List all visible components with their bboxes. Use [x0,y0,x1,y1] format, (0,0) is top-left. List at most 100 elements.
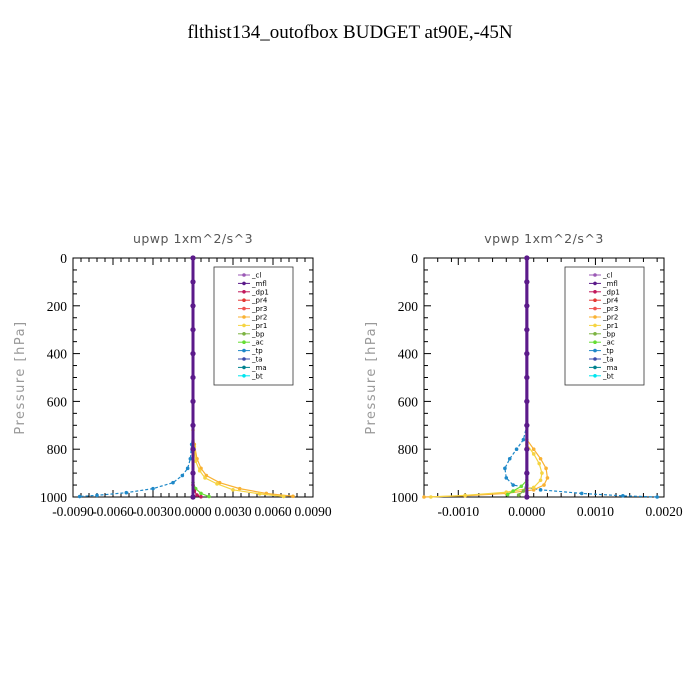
data-point [190,446,196,452]
legend-label: _pr4 [251,297,268,305]
legend-swatch-marker [242,340,246,345]
legend-swatch-marker [593,340,597,345]
data-point [151,486,155,491]
legend-swatch-marker [593,315,597,319]
legend-box [564,266,645,386]
data-point [257,492,262,496]
data-point [524,303,530,309]
legend-label: _pr3 [602,305,618,313]
legend-swatch-marker [593,298,597,303]
data-point [540,471,544,475]
legend-label: _ac [602,339,615,347]
data-point [524,470,530,476]
series-line [423,439,549,498]
data-point [180,473,185,478]
data-point [524,422,530,428]
legend-swatch-marker [242,365,246,370]
x-tick-label: 0.0020 [645,504,682,519]
data-point [199,494,203,499]
x-tick-label: -0.0090 [52,504,94,519]
y-tick-label: 0 [60,251,67,266]
data-point [207,494,211,499]
x-tick-label: 0.0000 [174,504,211,519]
series-line [430,444,543,498]
data-point [190,255,196,261]
data-point [524,398,530,404]
data-point [511,489,515,493]
legend-label: _bp [251,330,265,338]
series-line [192,425,294,497]
data-point [190,351,196,357]
data-point [190,422,196,428]
data-point [538,456,543,461]
legend-label: _ma [251,364,267,372]
data-point [579,491,584,496]
legend-swatch-marker [242,273,246,277]
legend-swatch-marker [242,298,246,303]
data-point [531,452,536,456]
data-point [524,374,530,381]
data-point [538,478,543,483]
data-point [524,446,530,452]
data-point [621,494,625,498]
series-mfl [524,255,530,500]
legend-swatch-marker [242,290,246,294]
data-point [519,484,524,489]
legend-label: _pr1 [251,322,267,330]
data-point [514,447,519,452]
y-tick-label: 200 [398,299,419,314]
legend-label: _tp [251,347,263,355]
data-point [655,495,659,499]
series-mfl [190,255,196,500]
data-point [190,398,196,404]
legend-label: _tp [602,347,614,355]
legend-label: _cl [602,272,612,280]
data-point [215,482,219,486]
y-tick-label: 800 [398,442,419,457]
series-pr2 [422,437,550,499]
data-point [171,480,175,485]
data-point [516,493,521,497]
data-point [422,495,426,499]
legend-label: _bp [602,330,616,338]
legend-label: _pr3 [251,305,267,313]
data-point [190,470,196,476]
legend-label: _cl [251,272,261,280]
data-point [524,255,530,261]
data-point [77,494,82,499]
data-point [524,327,530,333]
y-tick-label: 600 [47,394,68,409]
legend-swatch-marker [593,273,597,277]
x-tick-label: -0.0010 [437,504,479,519]
y-tick-label: 0 [411,251,418,266]
legend-label: _pr2 [251,314,267,322]
legend: _cl_mfl_dp1_pr4_pr3_pr2_pr1_bp_ac_tp_ta_… [564,266,645,386]
data-point [95,493,99,498]
legend: _cl_mfl_dp1_pr4_pr3_pr2_pr1_bp_ac_tp_ta_… [213,266,294,386]
data-point [463,493,467,498]
x-tick-label: 0.0090 [294,504,331,519]
data-point [531,485,536,490]
data-point [190,327,196,333]
legend-swatch-marker [593,332,597,336]
legend-swatch-marker [593,281,597,286]
data-point [193,459,198,463]
chart-panel-2: vpwp 1xm^2/s^3 Pressure [hPa] 0 200 400 600 80… [364,231,683,519]
y-axis-label: Pressure [hPa] [13,320,28,434]
data-point [507,456,512,461]
data-point [231,488,235,492]
y-tick-label: 400 [398,347,419,362]
chart-panel-1: upwp 1xm^2/s^3 Pressure [hPa] 0 200 400 600 80… [13,231,332,519]
x-tick-label: -0.0030 [132,504,174,519]
data-point [545,476,550,480]
legend-box [213,266,294,386]
chart-title: upwp 1xm^2/s^3 [133,231,253,246]
legend-swatch-marker [593,348,597,353]
legend-label: _mfl [251,280,267,288]
y-tick-label: 800 [47,442,68,457]
y-tick-label: 400 [47,347,68,362]
legend-swatch-marker [242,348,246,353]
data-point [124,490,129,495]
x-tick-label: 0.0010 [577,504,614,519]
data-point [544,466,548,471]
